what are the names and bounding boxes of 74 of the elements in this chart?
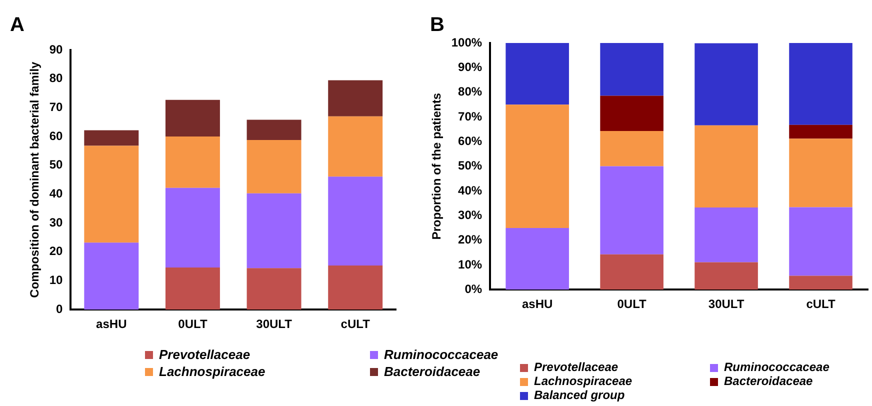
x-tick-label: 0ULT [617, 297, 648, 312]
y-tick-label: 90 [49, 42, 64, 56]
bar [600, 131, 664, 166]
y-tick-label: 40% [458, 183, 482, 198]
y-tick-label: 50% [458, 158, 482, 173]
chart-title: A [10, 14, 24, 37]
bar [694, 207, 758, 262]
bar [506, 104, 569, 228]
x-tick-label: 30ULT [708, 297, 745, 312]
legend-label: Bacteroidaceae [384, 364, 480, 379]
y-tick-label: 30% [458, 208, 482, 222]
y-tick-label: 50 [49, 158, 64, 172]
legend-label: Bacteroidaceae [724, 374, 813, 388]
bar [84, 130, 139, 146]
bar [694, 262, 758, 290]
y-axis-title: Proportion of the patients [430, 92, 444, 240]
legend-label: Ruminococcaceae [384, 347, 498, 362]
y-tick-label: 70% [458, 109, 482, 124]
y-tick-label: 90% [458, 60, 482, 74]
y-tick-label: 0 [56, 302, 64, 316]
bar [600, 254, 664, 290]
x-tick-label: 0ULT [178, 317, 208, 332]
x-tick-label: asHU [96, 317, 127, 332]
legend-label: Balanced group [534, 388, 625, 402]
bar [165, 267, 220, 310]
y-tick-label: 100% [451, 35, 482, 50]
bar [328, 265, 383, 310]
bar [600, 166, 664, 254]
legend-label: Lachnospiraceae [534, 374, 632, 388]
bar [506, 228, 569, 290]
y-axis-title: Composition of dominant bacterial family [28, 61, 42, 298]
bar [694, 125, 758, 208]
bar [789, 43, 852, 125]
bar [328, 80, 383, 116]
y-tick-label: 60 [49, 128, 64, 143]
bar [600, 43, 664, 96]
bar [84, 146, 139, 243]
y-tick-label: 20% [458, 232, 482, 247]
bar [165, 188, 220, 268]
bar [789, 207, 852, 276]
legend-label: Lachnospiraceae [159, 364, 266, 379]
bar [789, 138, 852, 208]
y-tick-label: 10% [458, 257, 482, 272]
chart-title: B [430, 14, 444, 37]
legend-label: Prevotellaceae [534, 360, 618, 374]
bar [328, 176, 383, 266]
bar [246, 193, 302, 268]
y-tick-label: 70 [49, 100, 64, 114]
bar [694, 43, 758, 126]
bar [84, 242, 139, 310]
bar [789, 276, 852, 290]
x-tick-label: cULT [806, 297, 836, 312]
legend-label: Ruminococcaceae [724, 360, 830, 374]
legend-label: Prevotellaceae [159, 347, 250, 362]
x-tick-label: cULT [340, 317, 371, 332]
bar [506, 43, 569, 105]
y-tick-label: 20 [49, 244, 64, 258]
bar [600, 96, 664, 132]
bar [789, 124, 852, 139]
bar [165, 136, 220, 188]
y-tick-label: 40 [49, 186, 64, 201]
x-tick-label: 30ULT [256, 317, 293, 332]
y-tick-label: 80% [458, 84, 482, 99]
bar [246, 140, 302, 194]
bar [246, 120, 302, 140]
y-tick-label: 30 [49, 215, 64, 230]
x-tick-label: asHU [522, 297, 553, 312]
bar [246, 268, 302, 310]
bar [165, 100, 220, 137]
bar [328, 116, 383, 177]
y-tick-label: 80 [49, 71, 64, 86]
y-tick-label: 0% [464, 282, 482, 296]
y-tick-label: 60% [458, 134, 482, 148]
y-tick-label: 10 [49, 273, 64, 288]
